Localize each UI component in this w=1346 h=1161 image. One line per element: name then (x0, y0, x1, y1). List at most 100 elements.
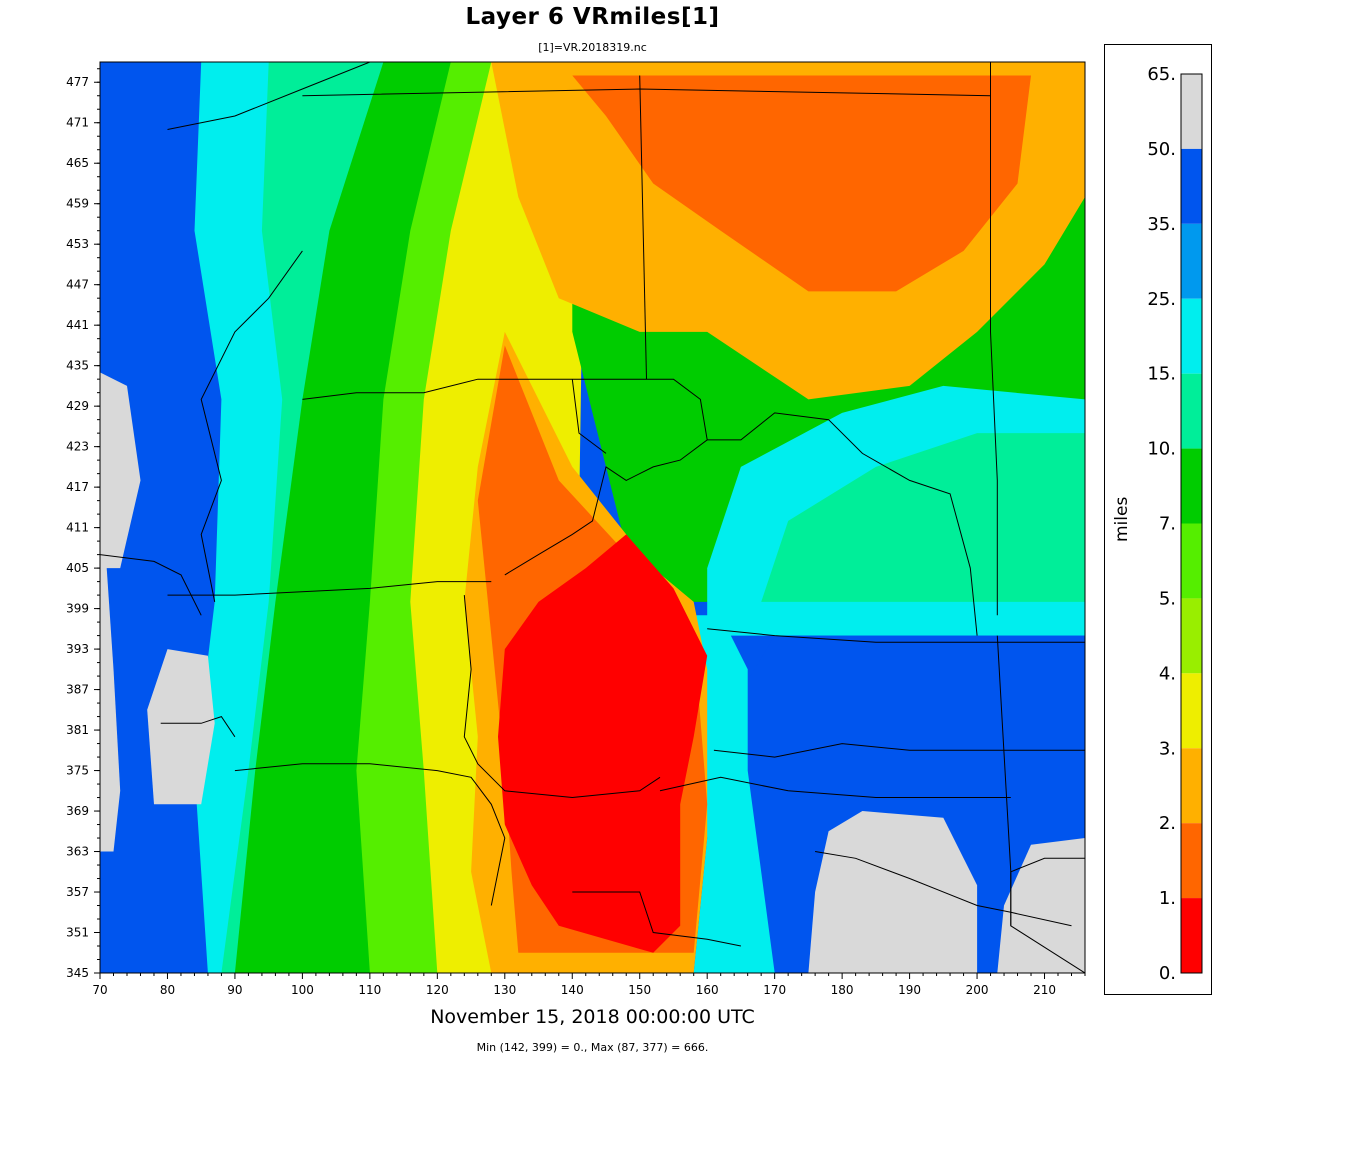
county-border (200, 250, 303, 602)
colorbar-label: 25. (1147, 289, 1176, 310)
field-region (498, 534, 708, 953)
colorbar-label: 0. (1159, 963, 1176, 984)
y-tick-label: 453 (66, 237, 89, 251)
plot-frame (99, 61, 1086, 974)
y-tick-label: 351 (66, 926, 89, 940)
colorbar-label: 2. (1159, 813, 1176, 834)
x-tick-label: 170 (763, 983, 786, 997)
y-tick-label: 387 (66, 683, 89, 697)
county-border (572, 891, 741, 947)
county-border (160, 716, 236, 738)
colorbar-label: 10. (1147, 439, 1176, 460)
state-county-borders (100, 62, 1085, 973)
county-border (707, 628, 1085, 643)
x-tick-label: 160 (696, 983, 719, 997)
y-tick-label: 417 (66, 480, 89, 494)
y-tick-label: 405 (66, 561, 89, 575)
x-tick-label: 110 (358, 983, 381, 997)
y-tick-label: 429 (66, 399, 89, 413)
county-border (302, 378, 708, 576)
y-tick-label: 465 (66, 156, 89, 170)
county-border (167, 581, 492, 596)
colorbar-label: 4. (1159, 663, 1176, 684)
x-tick-label: 90 (227, 983, 242, 997)
county-border (707, 412, 978, 636)
county-border (571, 379, 607, 454)
heatmap-field (100, 62, 1085, 973)
y-tick-label: 363 (66, 845, 89, 859)
colorbar: 65. 50. 35. 25. 15. 10. 7. 5. 4. 3. 2. 1. 0. (1147, 64, 1203, 984)
county-border (815, 851, 1072, 927)
field-region (997, 838, 1085, 973)
y-tick-label: 345 (66, 966, 89, 980)
field-region (100, 534, 121, 852)
colorbar-label: 15. (1147, 364, 1176, 385)
colorbar-swatch (1181, 373, 1202, 449)
county-border (713, 743, 1085, 758)
colorbar-swatch (1181, 74, 1202, 149)
colorbar-swatch (1181, 223, 1202, 299)
y-tick-label: 459 (66, 197, 89, 211)
y-tick-label: 471 (66, 116, 89, 130)
y-axis: 345 351 357 363 369 375 381 387 393 399 405 411 417 4… (66, 68, 100, 980)
colorbar-swatch (1181, 673, 1202, 749)
y-tick-label: 375 (66, 764, 89, 778)
colorbar-swatch (1181, 448, 1202, 524)
y-tick-label: 357 (66, 885, 89, 899)
x-tick-label: 100 (291, 983, 314, 997)
county-border (167, 62, 371, 130)
x-tick-label: 120 (426, 983, 449, 997)
y-tick-label: 399 (66, 602, 89, 616)
y-tick-label: 441 (66, 318, 89, 332)
colorbar-label: 1. (1159, 888, 1176, 909)
colorbar-legend (1104, 44, 1212, 995)
x-tick-label: 200 (966, 983, 989, 997)
y-tick-label: 369 (66, 804, 89, 818)
field-region (761, 433, 1085, 602)
field-region (707, 635, 1085, 973)
y-tick-label: 423 (66, 440, 89, 454)
colorbar-label: 35. (1147, 214, 1176, 235)
chart-subtitle: [1]=VR.2018319.nc (538, 41, 647, 54)
colorbar-swatch (1181, 148, 1202, 224)
y-tick-label: 447 (66, 278, 89, 292)
x-tick-label: 210 (1033, 983, 1056, 997)
y-tick-label: 477 (66, 75, 89, 89)
state-border (639, 75, 647, 380)
min-max-stats: Min (142, 399) = 0., Max (87, 377) = 666… (476, 1041, 709, 1054)
x-tick-label: 150 (628, 983, 651, 997)
x-tick-label: 140 (561, 983, 584, 997)
colorbar-swatch (1181, 523, 1202, 599)
chart-title: Layer 6 VRmiles[1] (465, 4, 720, 30)
colorbar-swatch (1181, 823, 1202, 899)
field-region (808, 811, 978, 973)
x-tick-label: 130 (493, 983, 516, 997)
x-tick-label: 70 (92, 983, 107, 997)
y-tick-label: 393 (66, 642, 89, 656)
county-border (659, 776, 1011, 798)
colorbar-swatch (1181, 298, 1202, 374)
x-axis: 70 80 90 100 110 120 130 140 150 160 170 180 190 200 2… (92, 973, 1086, 997)
field-region (100, 372, 141, 569)
county-border (100, 554, 202, 616)
colorbar-label: 50. (1147, 139, 1176, 160)
colorbar-swatch (1181, 598, 1202, 674)
field-region (572, 75, 1031, 292)
colorbar-label: 5. (1159, 588, 1176, 609)
x-tick-label: 190 (898, 983, 921, 997)
county-border (1010, 857, 1085, 926)
colorbar-label: 7. (1159, 514, 1176, 535)
timestamp: November 15, 2018 00:00:00 UTC (430, 1006, 755, 1028)
x-tick-label: 80 (160, 983, 175, 997)
state-border (990, 62, 998, 616)
county-border (234, 763, 506, 906)
colorbar-swatch (1181, 748, 1202, 824)
y-tick-label: 381 (66, 723, 89, 737)
county-border (463, 595, 661, 799)
y-tick-label: 411 (66, 521, 89, 535)
colorbar-swatch (1181, 898, 1202, 973)
colorbar-frame (1180, 73, 1203, 974)
colorbar-unit-label: miles (1112, 496, 1132, 542)
colorbar-label: 3. (1159, 738, 1176, 759)
